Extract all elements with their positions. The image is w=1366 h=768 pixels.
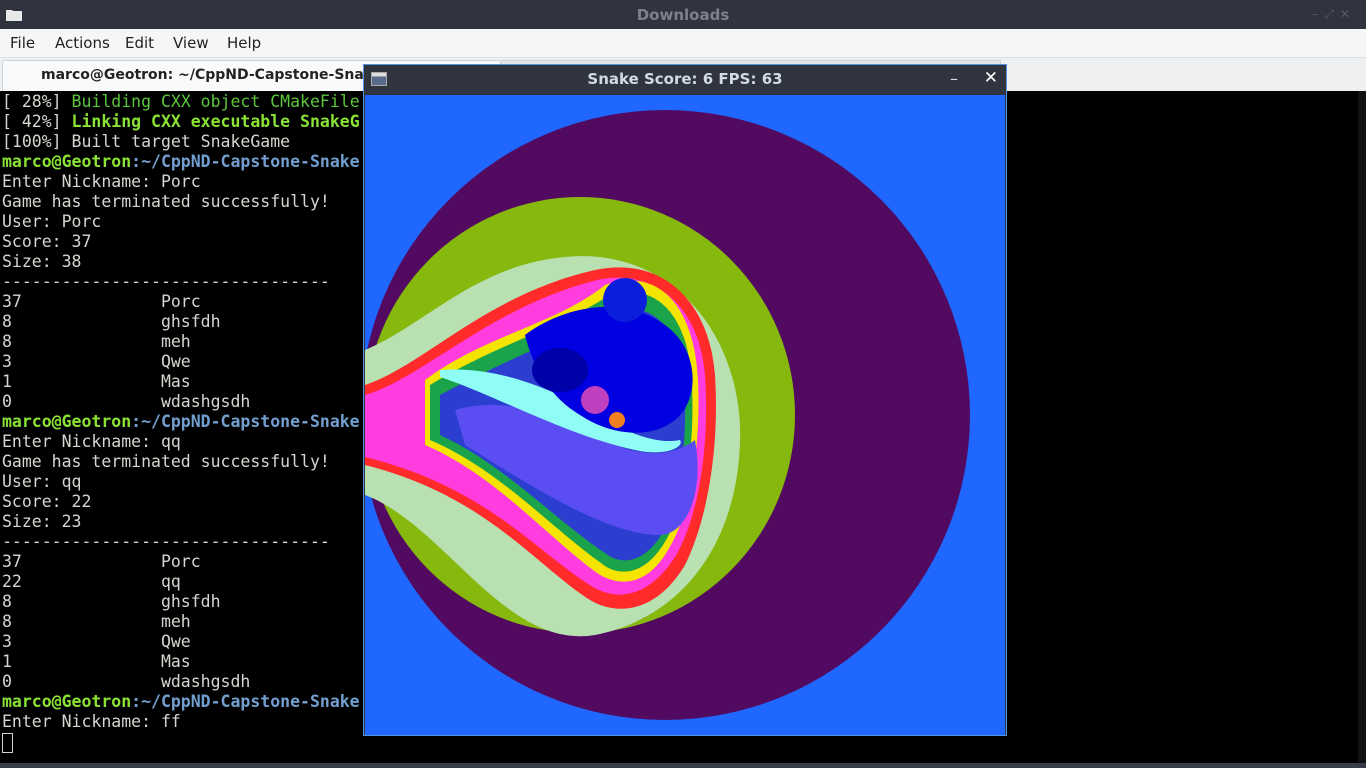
snake-game-window[interactable]: Snake Score: 6 FPS: 63 – ✕: [363, 64, 1007, 736]
score-row: 37 Porc: [2, 292, 201, 311]
terminal-line: User: Porc: [2, 212, 102, 231]
score-row: 3 Qwe: [2, 352, 191, 371]
score-row: 1 Mas: [2, 372, 191, 391]
minimize-icon[interactable]: –: [1312, 7, 1325, 21]
score-row: 8 ghsfdh: [2, 312, 221, 331]
menu-bar: File Actions Edit View Help: [0, 29, 1366, 58]
score-row: 0 wdashgsdh: [2, 672, 251, 691]
close-icon[interactable]: ✕: [983, 68, 998, 88]
game-canvas[interactable]: [365, 95, 1005, 735]
terminal-scrollbar[interactable]: [1358, 91, 1366, 763]
terminal-cursor: [2, 732, 13, 753]
score-row: 8 meh: [2, 612, 191, 631]
prompt-line: marco@Geotron:~/CppND-Capstone-Snake: [2, 152, 360, 171]
terminal-output: [ 28%] Building CXX object CMakeFile[ 42…: [2, 92, 360, 753]
tab-label: marco@Geotron: ~/CppND-Capstone-Snake-G: [41, 67, 400, 83]
terminal-line: ---------------------------------: [2, 272, 330, 291]
cursor-line: [2, 732, 360, 753]
build-line: [ 28%] Building CXX object CMakeFile: [2, 92, 360, 111]
fractal-background: [365, 95, 1005, 735]
terminal-line: Enter Nickname: Porc: [2, 172, 201, 191]
minimize-icon[interactable]: –: [950, 69, 958, 88]
prompt-line: marco@Geotron:~/CppND-Capstone-Snake: [2, 692, 360, 711]
folder-icon: [6, 10, 22, 21]
tab-terminal-1[interactable]: marco@Geotron: ~/CppND-Capstone-Snake-G: [2, 60, 501, 92]
snake-window-title: Snake Score: 6 FPS: 63: [587, 70, 783, 88]
maximize-icon[interactable]: ⤢: [1324, 7, 1340, 21]
menu-actions[interactable]: Actions: [55, 34, 110, 52]
score-row: 37 Porc: [2, 552, 201, 571]
terminal-line: Size: 38: [2, 252, 82, 271]
menu-view[interactable]: View: [173, 34, 209, 52]
snake-window-titlebar: Snake Score: 6 FPS: 63 – ✕: [364, 65, 1006, 94]
window-controls[interactable]: –⤢✕: [1312, 7, 1356, 22]
terminal-line: Enter Nickname: ff: [2, 712, 181, 731]
terminal-line: User: qq: [2, 472, 82, 491]
build-line: [100%] Built target SnakeGame: [2, 132, 291, 151]
terminal-line: Game has terminated successfully!: [2, 452, 330, 471]
prompt-line: marco@Geotron:~/CppND-Capstone-Snake: [2, 412, 360, 431]
window-titlebar: Downloads –⤢✕: [0, 0, 1366, 29]
score-row: 3 Qwe: [2, 632, 191, 651]
close-icon[interactable]: ✕: [1339, 7, 1356, 21]
score-row: 1 Mas: [2, 652, 191, 671]
bottom-strip: [0, 763, 1366, 768]
score-row: 0 wdashgsdh: [2, 392, 251, 411]
menu-help[interactable]: Help: [227, 34, 262, 52]
terminal-line: Game has terminated successfully!: [2, 192, 330, 211]
terminal-line: Size: 23: [2, 512, 82, 531]
score-row: 22 qq: [2, 572, 181, 591]
terminal-line: ---------------------------------: [2, 532, 330, 551]
menu-file[interactable]: File: [10, 34, 36, 52]
menu-edit[interactable]: Edit: [125, 34, 155, 52]
score-row: 8 ghsfdh: [2, 592, 221, 611]
terminal-line: Score: 22: [2, 492, 92, 511]
terminal-line: Enter Nickname: qq: [2, 432, 181, 451]
score-row: 8 meh: [2, 332, 191, 351]
app-window-icon: [371, 72, 387, 86]
terminal-line: Score: 37: [2, 232, 92, 251]
window-title: Downloads: [636, 6, 730, 24]
build-line: [ 42%] Linking CXX executable SnakeG: [2, 112, 360, 131]
